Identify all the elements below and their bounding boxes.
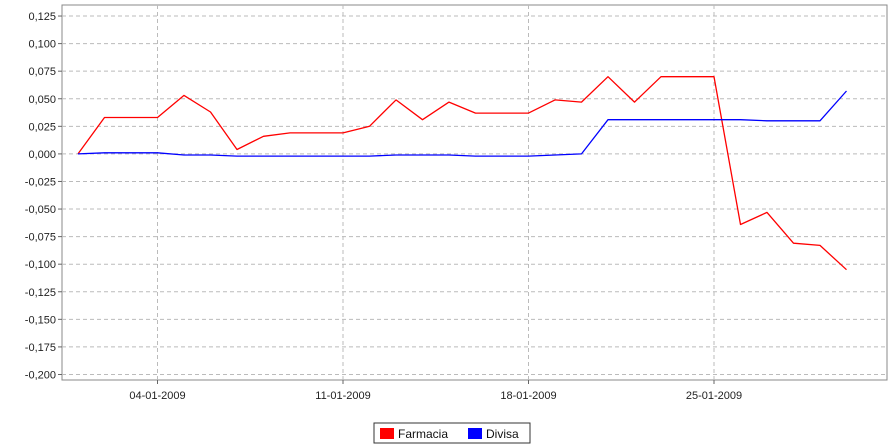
y-tick-label: -0,025 xyxy=(25,176,56,188)
x-tick-label: 11-01-2009 xyxy=(315,390,370,402)
y-tick-label: -0,050 xyxy=(25,204,56,216)
legend-box xyxy=(373,422,531,444)
y-tick-label: -0,150 xyxy=(25,314,56,326)
plot-background xyxy=(61,4,888,381)
x-tick-label: 18-01-2009 xyxy=(500,390,556,402)
y-tick-label: 0,025 xyxy=(28,121,56,133)
y-tick-label: -0,075 xyxy=(25,232,56,244)
y-tick-label: -0,175 xyxy=(25,342,56,354)
y-tick-label: -0,200 xyxy=(25,369,56,381)
legend-swatch-divisa xyxy=(468,428,482,439)
y-tick-label: 0,075 xyxy=(28,66,56,78)
legend-swatch-farmacia xyxy=(380,428,394,439)
x-tick-label: 25-01-2009 xyxy=(686,390,742,402)
y-tick-label: -0,100 xyxy=(25,259,56,271)
gridlines xyxy=(62,5,887,380)
y-tick-label: 0,000 xyxy=(28,149,56,161)
series-line-divisa xyxy=(77,90,847,157)
y-tick-label: 0,125 xyxy=(28,11,56,23)
legend-label-farmacia: Farmacia xyxy=(398,427,448,441)
y-tick-label: -0,125 xyxy=(25,287,56,299)
legend: Farmacia Divisa xyxy=(373,422,531,444)
x-tick-label: 04-01-2009 xyxy=(129,390,185,402)
x-axis: 04-01-2009 11-01-2009 18-01-2009 25-01-2009 xyxy=(129,380,742,402)
y-tick-label: 0,100 xyxy=(28,39,56,51)
y-axis: 0,125 0,100 0,075 0,050 0,025 0,000 -0,025 -0,0… xyxy=(25,11,62,381)
y-tick-label: 0,050 xyxy=(28,94,56,106)
series-line-farmacia xyxy=(77,76,847,271)
series-lines xyxy=(77,76,847,271)
legend-label-divisa: Divisa xyxy=(486,427,519,441)
